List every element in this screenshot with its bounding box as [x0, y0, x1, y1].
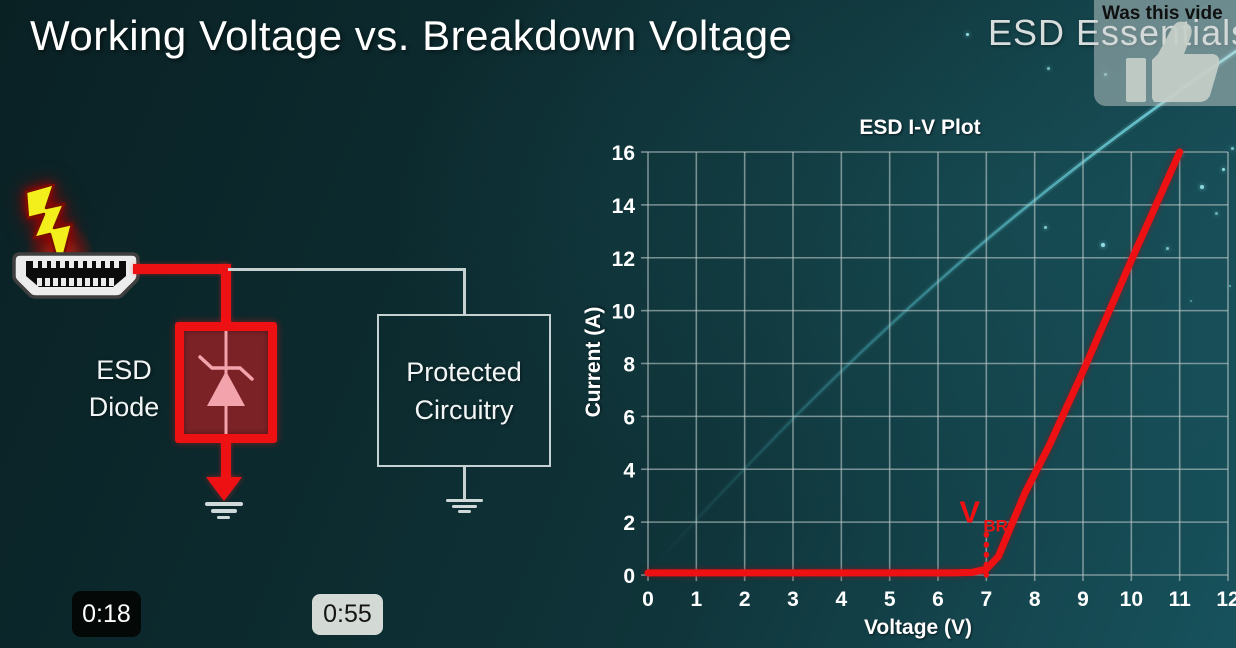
wire-red-vertical [221, 264, 231, 324]
svg-text:0: 0 [642, 588, 654, 611]
svg-text:1: 1 [690, 588, 702, 611]
timestamp-badge-light: 0:55 [312, 594, 383, 635]
svg-text:3: 3 [787, 588, 799, 611]
svg-text:16: 16 [612, 142, 635, 165]
svg-text:10: 10 [612, 301, 635, 324]
y-axis-label: Current (A) [582, 306, 605, 418]
feedback-popup-text: Was this vide [1102, 3, 1223, 24]
lightning-icon [24, 184, 74, 272]
svg-text:4: 4 [623, 459, 635, 482]
esd-diode-label: ESD Diode [88, 355, 160, 422]
page-title: Working Voltage vs. Breakdown Voltage [30, 12, 793, 59]
svg-text:14: 14 [612, 195, 636, 218]
svg-text:10: 10 [1120, 588, 1143, 611]
svg-text:12: 12 [1216, 588, 1236, 611]
protected-circuitry-label: Protected Circuitry [406, 356, 522, 425]
channel-watermark: ESD Essentials [988, 12, 1236, 53]
wire-gray-vertical [463, 268, 466, 316]
svg-text:9: 9 [1077, 588, 1089, 611]
protected-circuitry-box: Protected Circuitry [377, 314, 551, 467]
svg-text:0: 0 [623, 565, 635, 588]
protected-ground-stem [463, 467, 466, 499]
wire-red-horizontal [133, 264, 228, 274]
svg-text:V: V [959, 495, 980, 530]
svg-text:4: 4 [835, 588, 847, 611]
timestamp-badge-dark: 0:18 [72, 591, 141, 637]
svg-text:8: 8 [1029, 588, 1041, 611]
hdmi-connector-icon [12, 252, 140, 299]
thumbs-up-icon[interactable] [1120, 20, 1224, 104]
svg-text:2: 2 [739, 588, 751, 611]
zener-diode-symbol [198, 331, 254, 434]
chart-title: ESD I-V Plot [859, 116, 981, 139]
current-arrow-down [206, 477, 242, 501]
svg-text:2: 2 [623, 512, 635, 535]
svg-text:12: 12 [612, 248, 635, 271]
svg-text:11: 11 [1169, 588, 1192, 611]
svg-text:6: 6 [932, 588, 944, 611]
esd-diode-box [175, 322, 277, 443]
svg-text:5: 5 [884, 588, 896, 611]
svg-text:7: 7 [980, 588, 992, 611]
current-arrow-stem [221, 441, 231, 479]
svg-text:6: 6 [623, 406, 635, 429]
svg-text:8: 8 [623, 354, 635, 377]
x-axis-label: Voltage (V) [863, 616, 973, 639]
wire-gray-horizontal [228, 268, 466, 271]
svg-text:BR: BR [983, 517, 1008, 536]
